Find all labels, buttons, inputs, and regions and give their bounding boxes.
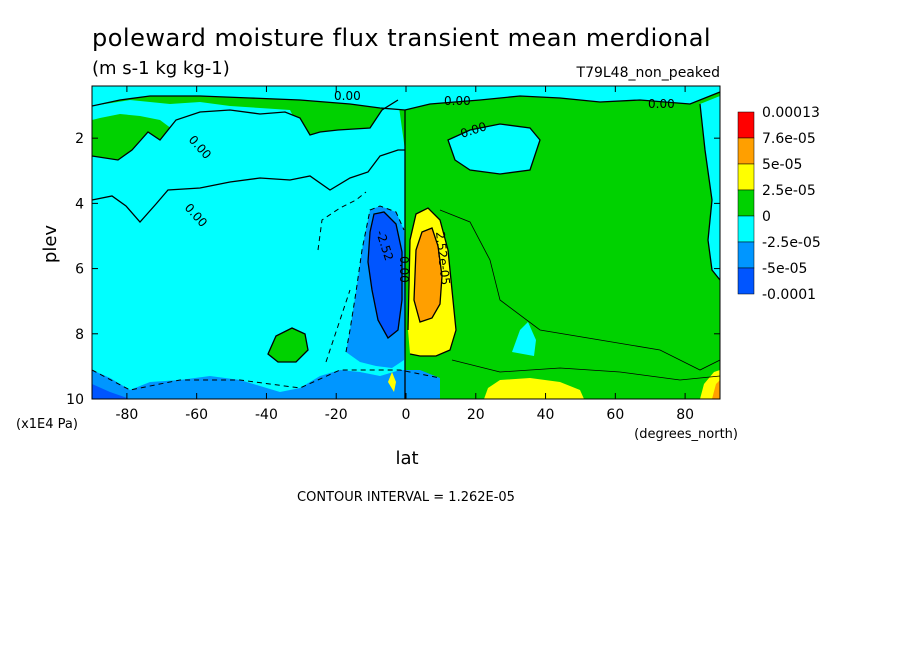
colorbar-label: -0.0001 [762,287,816,303]
colorbar-swatch [737,215,755,243]
x-tick-label: -60 [185,407,208,423]
chart-title: poleward moisture flux transient mean me… [92,24,711,52]
colorbar: 0.00013 7.6e-05 5e-05 2.5e-05 0 -2.5e-05 -5e-0… [737,105,821,303]
x-tick-label: -40 [255,407,278,423]
x-tick-label: 60 [606,407,624,423]
region-cyan-left-lower [92,150,405,399]
contour-zero-right [447,123,541,175]
x-axis: -80 -60 -40 -20 0 20 40 60 80 [115,86,694,423]
y-axis-title: plev [40,225,61,264]
region-green-patch [268,328,308,362]
x-tick-label: 20 [467,407,485,423]
contour-label: 0.00 [444,94,471,108]
colorbar-label: -2.5e-05 [762,235,821,251]
contour-interval: CONTOUR INTERVAL = 1.262E-05 [297,490,515,505]
y-tick-label: 8 [75,327,84,343]
colorbar-swatch [737,189,755,217]
x-tick-label: 80 [676,407,694,423]
region-orange-core [414,228,442,322]
contour-lines-dashed [92,191,441,391]
dataset-label: T79L48_non_peaked [576,65,720,81]
x-axis-title: lat [395,448,418,469]
contour-lines-thin [439,209,720,381]
x-tick-label: 0 [402,407,411,423]
y-axis-units: (x1E4 Pa) [16,417,78,432]
region-yellow-bottom-1 [484,378,584,399]
contour-dashed-3 [92,369,441,391]
contour-lines [92,91,720,399]
y-axis: 2 4 6 8 10 [66,131,720,408]
contour-dashed-4 [325,289,351,363]
region-yellow-small [388,372,396,392]
contour-yellow [407,207,457,357]
y-tick-label: 6 [75,262,84,278]
region-deep-blue [368,212,402,338]
y-tick-label: 2 [75,131,84,147]
contour-dashed-1 [345,205,405,353]
chart-units: (m s-1 kg kg-1) [92,58,230,79]
contour-orange [413,227,443,323]
colorbar-swatch [737,111,755,139]
y-tick-label: 4 [75,196,84,212]
x-tick-label: -80 [115,407,138,423]
x-tick-label: 40 [537,407,555,423]
contour-dashed-2 [317,191,367,251]
x-axis-units: (degrees_north) [634,427,738,442]
contour-deep-blue [367,211,403,339]
contour-label: 0.00 [397,256,411,283]
region-cyan-upper-right [448,124,540,174]
colorbar-label: 2.5e-05 [762,183,816,199]
region-deep-blue-bottom [92,384,130,399]
contour-green-patch [267,327,309,363]
y-tick-label: 10 [66,392,84,408]
contour-zero-left-lower [92,149,405,223]
region-cyan-top [92,86,720,110]
colorbar-swatch [737,163,755,191]
colorbar-label: 0 [762,209,771,225]
colorbar-label: 5e-05 [762,157,802,173]
colorbar-label: 7.6e-05 [762,131,816,147]
colorbar-swatch [737,241,755,269]
contour-label: 2.52e-05 [433,231,453,286]
region-cyan-pocket [512,322,536,356]
region-cyan-upper-left [92,100,300,140]
contour-zero-left [92,99,399,161]
colorbar-label: -5e-05 [762,261,807,277]
x-tick-label: -20 [325,407,348,423]
region-mid-blue-bottom [92,370,440,399]
contour-right-edge [699,103,720,281]
colorbar-swatch [737,267,755,295]
colorbar-swatch [737,137,755,165]
region-cyan-right-edge [700,96,720,280]
contour-label: 0.00 [648,97,675,111]
contour-thin-2 [451,359,720,381]
colorbar-label: 0.00013 [762,105,820,121]
contour-label: 0.00 [334,89,361,103]
plot-area: 0.00 0.00 0.00 0.00 0.00 0.00 -2.52 2.52… [92,86,720,399]
contour-thin-1 [439,209,720,371]
region-orange-bottom-2 [712,380,720,399]
